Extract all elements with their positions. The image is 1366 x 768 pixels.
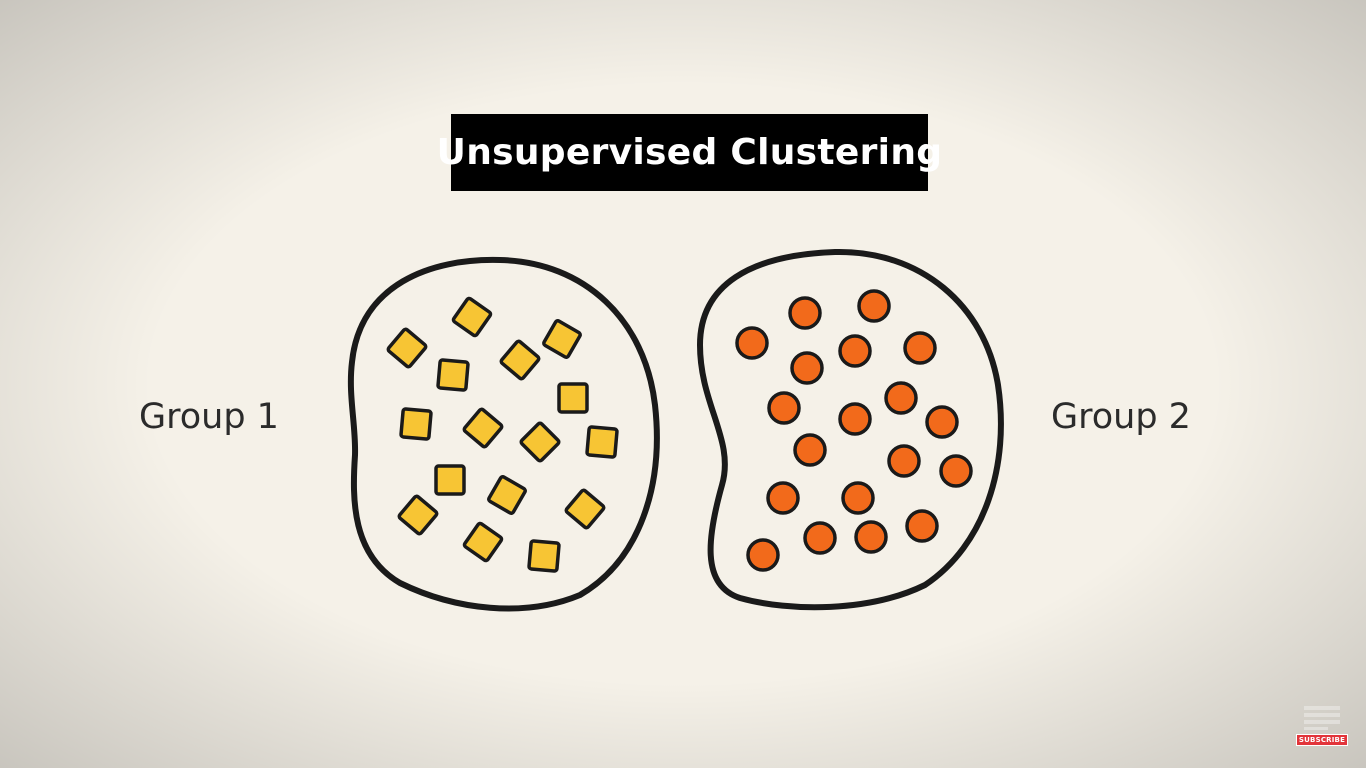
group-1-square-point bbox=[386, 327, 428, 369]
group-2-circle-point bbox=[887, 444, 921, 478]
group-2-circle-point bbox=[903, 331, 937, 365]
group-1-square-point bbox=[519, 421, 561, 463]
group-1-square-point bbox=[434, 464, 466, 496]
group-2-circle-point bbox=[746, 538, 780, 572]
group-1-square-point bbox=[397, 494, 439, 536]
channel-logo-icon bbox=[1304, 706, 1340, 730]
group-2-circle-point bbox=[884, 381, 918, 415]
group-1-square-point bbox=[436, 358, 470, 392]
group-1-points bbox=[386, 296, 619, 573]
group-2-label: Group 2 bbox=[1051, 397, 1191, 437]
group-1-square-point bbox=[462, 521, 504, 563]
group-1-square-point bbox=[499, 339, 541, 381]
group-2-circle-point bbox=[767, 391, 801, 425]
group-1-square-point bbox=[487, 475, 527, 515]
group-1-square-point bbox=[564, 488, 606, 530]
title-box: Unsupervised Clustering bbox=[437, 114, 942, 191]
group-1-square-point bbox=[399, 407, 433, 441]
group-1-square-point bbox=[462, 407, 504, 449]
group-2-points bbox=[735, 289, 973, 572]
group-1-square-point bbox=[585, 425, 619, 459]
group-2-circle-point bbox=[803, 521, 837, 555]
subscribe-button[interactable]: SUBSCRIBE bbox=[1295, 734, 1349, 746]
group-2-circle-point bbox=[766, 481, 800, 515]
group-1-square-point bbox=[542, 319, 582, 359]
group-2-circle-point bbox=[788, 296, 822, 330]
slide-title: Unsupervised Clustering bbox=[436, 132, 943, 173]
group-2-circle-point bbox=[838, 402, 872, 436]
group-1-square-point bbox=[527, 539, 561, 573]
group-2-circle-point bbox=[854, 520, 888, 554]
group-2-circle-point bbox=[905, 509, 939, 543]
group-2-circle-point bbox=[790, 351, 824, 385]
group-1-square-point bbox=[557, 382, 589, 414]
group-1-square-point bbox=[451, 296, 493, 338]
group-2-circle-point bbox=[793, 433, 827, 467]
channel-watermark[interactable]: SUBSCRIBE bbox=[1295, 700, 1349, 746]
group-2-circle-point bbox=[939, 454, 973, 488]
group-2-circle-point bbox=[838, 334, 872, 368]
group-2-circle-point bbox=[857, 289, 891, 323]
group-2-circle-point bbox=[735, 326, 769, 360]
cluster-1-boundary bbox=[347, 256, 660, 612]
group-1-label: Group 1 bbox=[139, 397, 279, 437]
cluster-2-boundary bbox=[697, 248, 1004, 611]
group-2-circle-point bbox=[841, 481, 875, 515]
group-2-circle-point bbox=[925, 405, 959, 439]
